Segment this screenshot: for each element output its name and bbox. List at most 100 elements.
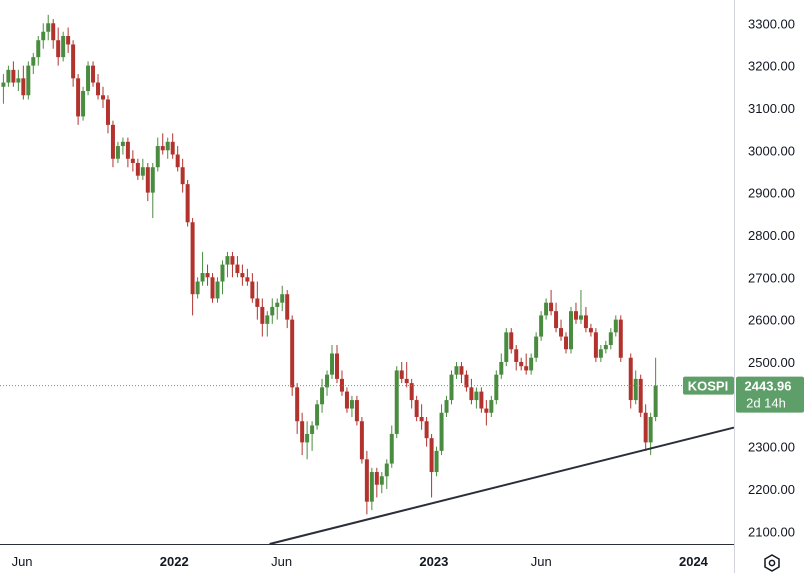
candle[interactable] (484, 400, 489, 426)
candle[interactable] (364, 450, 369, 515)
candle[interactable] (524, 353, 529, 375)
candle[interactable] (384, 459, 389, 489)
candle[interactable] (100, 86, 105, 108)
candle[interactable] (6, 65, 11, 87)
candle[interactable] (36, 35, 41, 66)
candle[interactable] (554, 302, 559, 333)
candle[interactable] (170, 133, 175, 159)
candle[interactable] (295, 383, 300, 434)
support-trendline[interactable] (269, 426, 735, 545)
candle[interactable] (598, 345, 603, 362)
candle[interactable] (275, 298, 280, 320)
candle[interactable] (399, 361, 404, 384)
candle[interactable] (494, 370, 499, 405)
candle[interactable] (434, 446, 439, 477)
candle[interactable] (429, 433, 434, 498)
candle[interactable] (16, 69, 21, 92)
candle[interactable] (643, 404, 648, 451)
candle[interactable] (145, 162, 150, 202)
candle[interactable] (86, 61, 91, 96)
candle[interactable] (120, 137, 125, 155)
candle[interactable] (125, 137, 130, 168)
candle[interactable] (280, 285, 285, 312)
candle[interactable] (539, 311, 544, 341)
candle[interactable] (504, 328, 509, 367)
candle[interactable] (464, 370, 469, 392)
candle[interactable] (315, 400, 320, 430)
candle[interactable] (11, 61, 16, 87)
candle[interactable] (638, 374, 643, 417)
candle[interactable] (115, 141, 120, 163)
candle[interactable] (300, 412, 305, 456)
candle[interactable] (519, 357, 524, 371)
candle[interactable] (21, 65, 26, 100)
candle[interactable] (76, 74, 81, 125)
candle[interactable] (454, 361, 459, 379)
candle[interactable] (190, 218, 195, 316)
candle[interactable] (374, 467, 379, 498)
candle[interactable] (613, 315, 618, 337)
candle[interactable] (230, 251, 235, 278)
candle[interactable] (285, 289, 290, 329)
candle[interactable] (344, 387, 349, 413)
candle[interactable] (245, 268, 250, 286)
candle[interactable] (235, 256, 240, 278)
settings-gear-icon[interactable] (764, 554, 780, 572)
candle[interactable] (618, 315, 623, 362)
candle[interactable] (130, 150, 135, 172)
candle[interactable] (26, 61, 31, 100)
candle[interactable] (210, 273, 215, 303)
candle[interactable] (459, 361, 464, 384)
candle[interactable] (369, 467, 374, 511)
candle[interactable] (195, 277, 200, 299)
candle[interactable] (56, 27, 61, 66)
candle[interactable] (330, 345, 335, 379)
candle[interactable] (220, 260, 225, 295)
candle[interactable] (568, 306, 573, 354)
candle[interactable] (215, 277, 220, 303)
candle[interactable] (489, 395, 494, 417)
candle[interactable] (439, 404, 444, 456)
candle[interactable] (559, 319, 564, 341)
candle[interactable] (653, 357, 658, 422)
candle[interactable] (449, 370, 454, 405)
candle[interactable] (265, 311, 270, 337)
candle[interactable] (588, 323, 593, 337)
candle[interactable] (514, 345, 519, 371)
candle[interactable] (91, 61, 96, 87)
candle[interactable] (155, 137, 160, 172)
candle[interactable] (150, 162, 155, 219)
x-axis[interactable]: Jun 2022 Jun 2023 Jun 2024 (12, 554, 709, 569)
candle[interactable] (469, 378, 474, 405)
candle[interactable] (305, 421, 310, 460)
candle[interactable] (529, 353, 534, 375)
candle[interactable] (474, 387, 479, 409)
candle[interactable] (389, 425, 394, 468)
candle[interactable] (250, 273, 255, 303)
candle[interactable] (46, 14, 51, 41)
candle[interactable] (354, 395, 359, 426)
candle[interactable] (270, 298, 275, 324)
candle[interactable] (404, 361, 409, 388)
candle[interactable] (110, 120, 115, 168)
candle[interactable] (175, 146, 180, 172)
candle[interactable] (1, 74, 6, 104)
candle[interactable] (444, 395, 449, 417)
candle[interactable] (549, 289, 554, 316)
candle[interactable] (534, 332, 539, 362)
candle[interactable] (379, 472, 384, 494)
candle[interactable] (81, 86, 86, 121)
candle[interactable] (419, 404, 424, 430)
candle[interactable] (339, 370, 344, 396)
candle[interactable] (260, 298, 265, 337)
candle[interactable] (71, 40, 76, 87)
candle[interactable] (205, 264, 210, 286)
candle[interactable] (51, 19, 56, 49)
candle[interactable] (61, 31, 66, 62)
candle[interactable] (31, 52, 36, 75)
candle[interactable] (185, 179, 190, 227)
candle[interactable] (334, 345, 339, 384)
candle[interactable] (499, 353, 504, 379)
candle[interactable] (359, 416, 364, 464)
